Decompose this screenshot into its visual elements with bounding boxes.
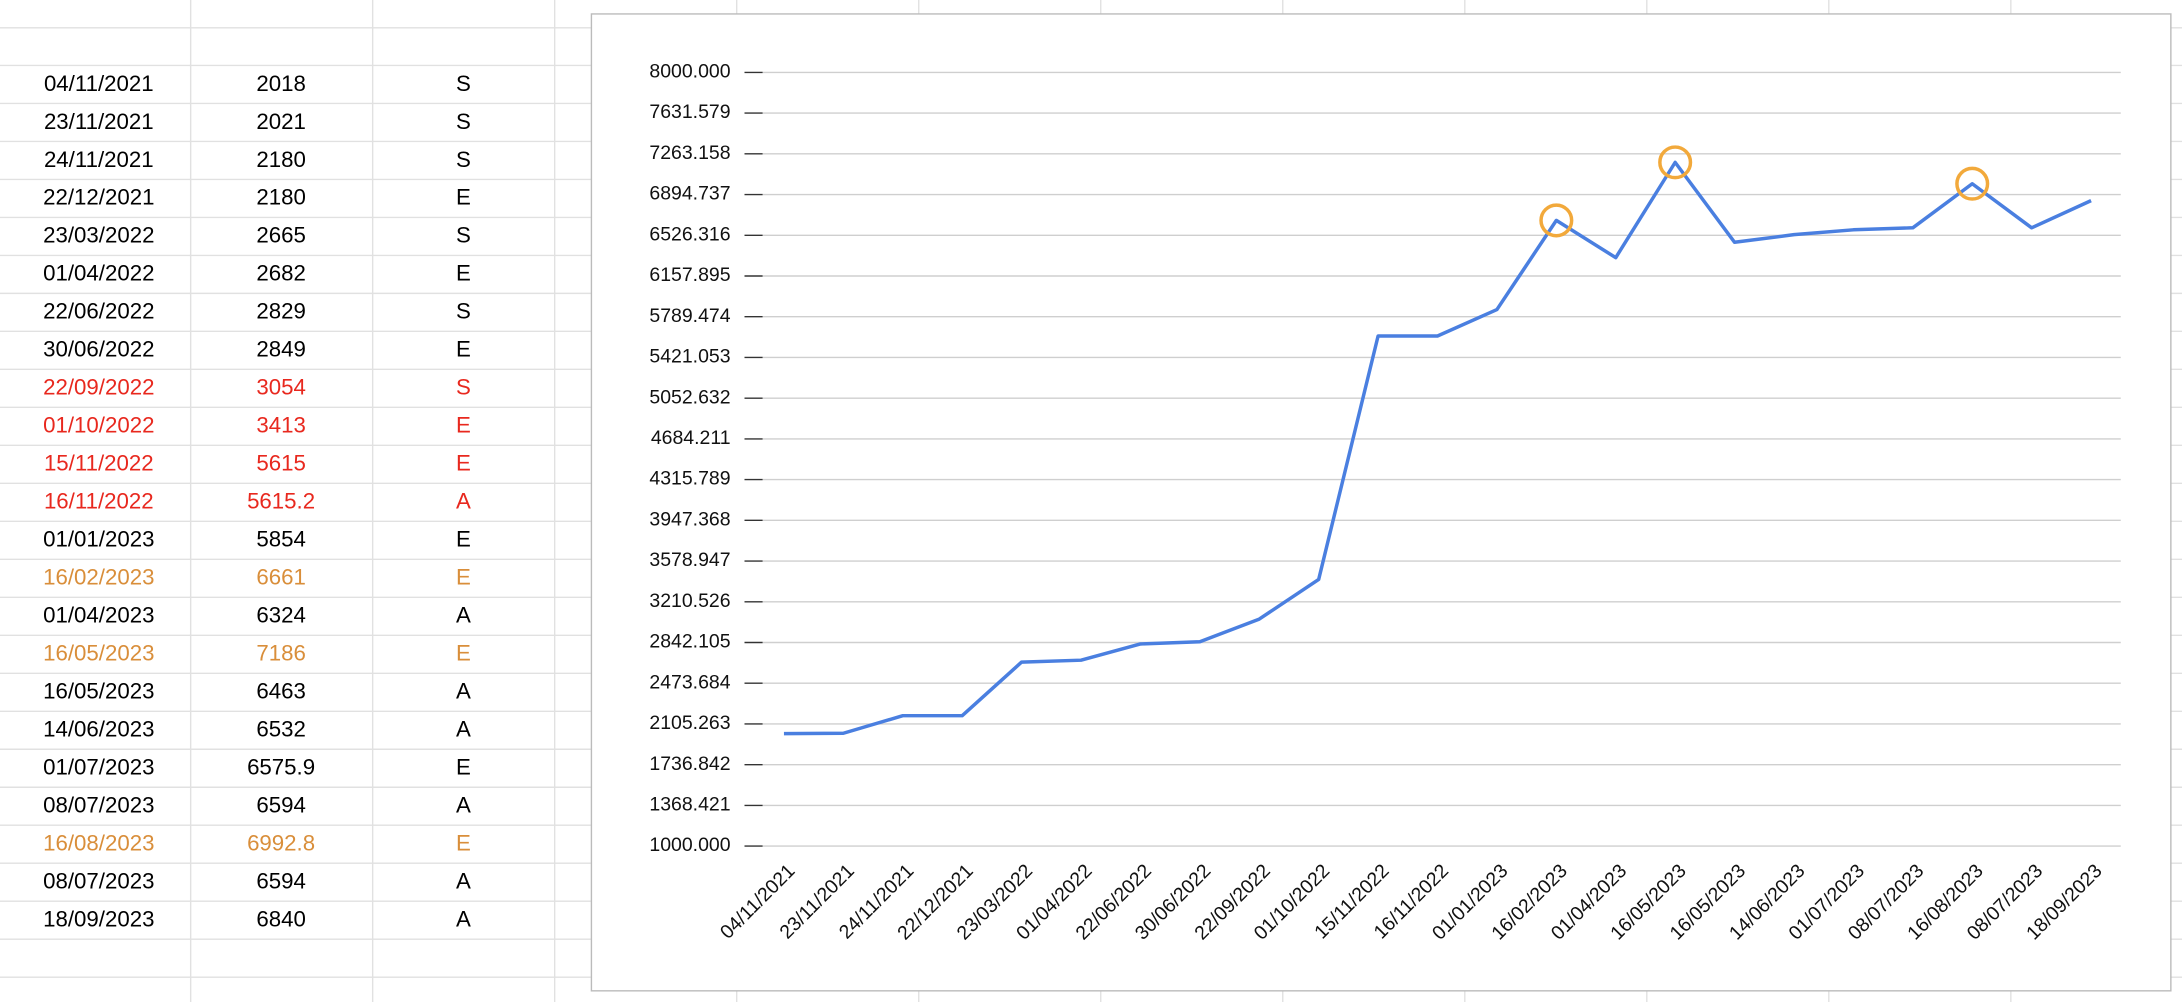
cell: E <box>456 185 471 210</box>
cells: 04/11/2021 2018 S 23/11/2021 2021 S 24/11/2021… <box>43 71 471 932</box>
cell: 2021 <box>256 109 306 134</box>
cell: 6840 <box>256 907 306 932</box>
cell: 22/09/2022 <box>43 375 154 400</box>
cell: 08/07/2023 <box>43 869 154 894</box>
cell: 3413 <box>256 413 306 438</box>
cell: 2180 <box>256 185 306 210</box>
y-tick-label: 3578.947 <box>649 549 730 571</box>
highlight-marker <box>1539 203 1574 238</box>
cell: 6463 <box>256 679 306 704</box>
cell: 23/03/2022 <box>43 223 154 248</box>
cell: 2665 <box>256 223 306 248</box>
y-tick-label: 2473.684 <box>649 671 730 693</box>
y-tick-label: 5052.632 <box>649 386 730 408</box>
cell: E <box>456 451 471 476</box>
highlight-marker <box>1658 145 1693 180</box>
y-tick-label: 2842.105 <box>649 631 730 653</box>
cell: E <box>456 527 471 552</box>
cell: 16/05/2023 <box>43 679 154 704</box>
cell: E <box>456 755 471 780</box>
y-tick-label: 5421.053 <box>649 346 730 368</box>
cell: 6532 <box>256 717 306 742</box>
cell: S <box>456 375 471 400</box>
y-tick-label: 6157.895 <box>649 264 730 286</box>
data-line <box>783 160 2092 736</box>
cell: 01/04/2023 <box>43 603 154 628</box>
cell: 6594 <box>256 869 306 894</box>
y-tick-label: 1000.000 <box>649 834 730 856</box>
y-tick-label: 5789.474 <box>649 305 730 327</box>
cell: 2682 <box>256 261 306 286</box>
cell: 5615.2 <box>247 489 315 514</box>
cell: 01/04/2022 <box>43 261 154 286</box>
y-tick-label: 1368.421 <box>649 794 730 816</box>
cell: E <box>456 261 471 286</box>
cell: 7186 <box>256 641 306 666</box>
y-tick-label: 6894.737 <box>649 183 730 205</box>
cell: 2180 <box>256 147 306 172</box>
cell: 22/06/2022 <box>43 299 154 324</box>
cell: 16/11/2022 <box>44 489 154 514</box>
cell: 6992.8 <box>247 831 315 856</box>
cell: A <box>456 717 471 742</box>
cell: 5615 <box>256 451 306 476</box>
cell: S <box>456 71 471 96</box>
cell: 2829 <box>256 299 306 324</box>
cell: 2018 <box>256 71 306 96</box>
cell: 3054 <box>256 375 306 400</box>
cell: 30/06/2022 <box>43 337 154 362</box>
y-tick-label: 7263.158 <box>649 142 730 164</box>
y-tick-label: 4315.789 <box>649 468 730 490</box>
cell: A <box>456 907 471 932</box>
cell: E <box>456 413 471 438</box>
cell: S <box>456 147 471 172</box>
cell: 6594 <box>256 793 306 818</box>
cell: E <box>456 565 471 590</box>
cell: 23/11/2021 <box>44 109 154 134</box>
cell: 04/11/2021 <box>44 71 154 96</box>
y-tick-label: 8000.000 <box>649 61 730 83</box>
cell: 6575.9 <box>247 755 315 780</box>
y-tick-label: 7631.579 <box>649 101 730 123</box>
cell: 16/08/2023 <box>43 831 154 856</box>
cell: 01/07/2023 <box>43 755 154 780</box>
cell: 6324 <box>256 603 306 628</box>
cell: 16/02/2023 <box>43 565 154 590</box>
y-tick-label: 4684.211 <box>651 427 731 449</box>
cell: A <box>456 869 471 894</box>
cell: E <box>456 337 471 362</box>
cell: 01/01/2023 <box>43 527 154 552</box>
chart-frame <box>590 13 2172 992</box>
cell: 18/09/2023 <box>43 907 154 932</box>
cell: E <box>456 831 471 856</box>
y-tick-label: 6526.316 <box>649 223 730 245</box>
cell: S <box>456 223 471 248</box>
y-tick-label: 2105.263 <box>649 712 730 734</box>
cell: 16/05/2023 <box>43 641 154 666</box>
cell: 6661 <box>256 565 306 590</box>
cell: 2849 <box>256 337 306 362</box>
cell: 5854 <box>256 527 306 552</box>
cell: 24/11/2021 <box>44 147 154 172</box>
cell: E <box>456 641 471 666</box>
cell: 01/10/2022 <box>43 413 154 438</box>
cell: S <box>456 109 471 134</box>
y-tick-label: 1736.842 <box>649 753 730 775</box>
cell: 15/11/2022 <box>44 451 154 476</box>
y-tick-label: 3947.368 <box>649 508 730 530</box>
y-tick-label: 3210.526 <box>649 590 730 612</box>
highlight-marker <box>1955 166 1990 201</box>
cell: 22/12/2021 <box>43 185 154 210</box>
cell: S <box>456 299 471 324</box>
cell: A <box>456 793 471 818</box>
cell: 08/07/2023 <box>43 793 154 818</box>
cell: A <box>456 489 471 514</box>
cell: A <box>456 603 471 628</box>
cell: 14/06/2023 <box>43 717 154 742</box>
cell: A <box>456 679 471 704</box>
